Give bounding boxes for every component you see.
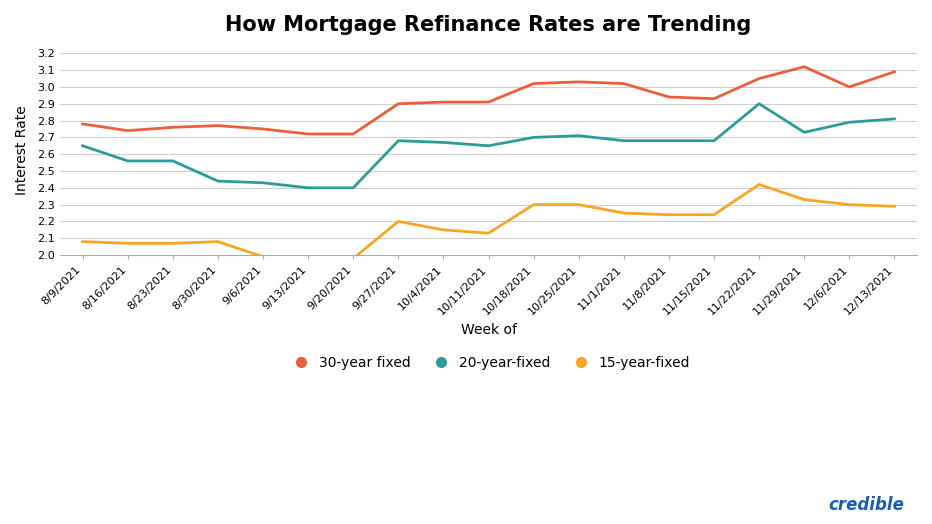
Y-axis label: Interest Rate: Interest Rate — [15, 105, 29, 195]
Text: credible: credible — [829, 496, 904, 514]
Legend: 30-year fixed, 20-year-fixed, 15-year-fixed: 30-year fixed, 20-year-fixed, 15-year-fi… — [281, 351, 696, 375]
X-axis label: Week of: Week of — [460, 323, 516, 337]
Title: How Mortgage Refinance Rates are Trending: How Mortgage Refinance Rates are Trendin… — [226, 15, 752, 35]
